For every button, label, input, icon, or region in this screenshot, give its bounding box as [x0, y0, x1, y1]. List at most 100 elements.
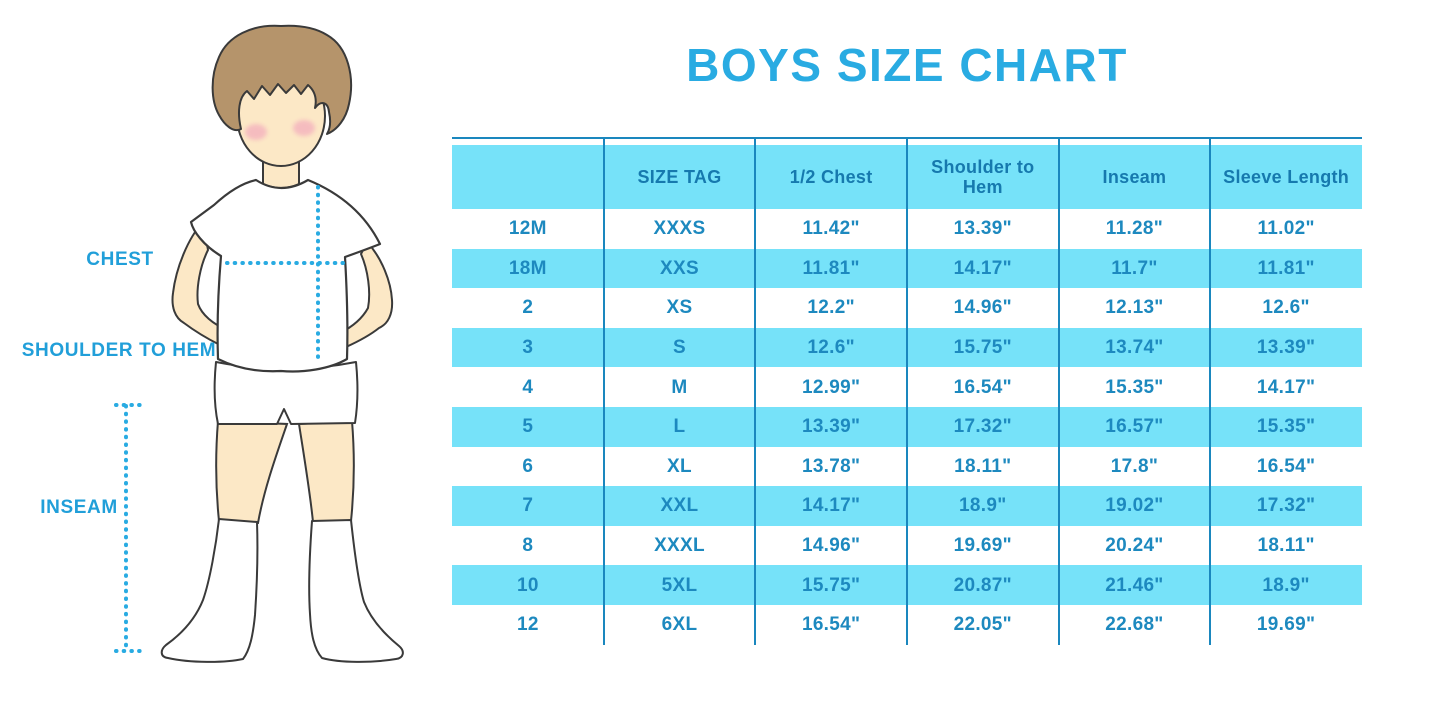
table-cell: XL [667, 455, 692, 477]
table-cell: 18.9" [959, 495, 1007, 517]
table-cell: 7 [522, 495, 534, 517]
column-divider [1209, 137, 1211, 645]
table-cell: 17.8" [1110, 455, 1159, 477]
shoulder-to-hem-label: SHOULDER TO HEM [21, 340, 217, 361]
column-header-inseam: Inseam [1102, 166, 1167, 187]
table-cell: 2 [522, 297, 534, 319]
table-cell: 16.54" [1256, 455, 1316, 477]
table-cell: 14.17" [801, 495, 861, 517]
table-cell: 18.11" [1257, 534, 1315, 556]
boy-figure-illustration [114, 24, 404, 663]
table-cell: 18M [508, 257, 547, 279]
table-cell: 15.35" [1105, 376, 1164, 398]
table-cell: 16.54" [953, 376, 1012, 398]
column-header-half-chest: 1/2 Chest [789, 166, 873, 187]
table-cell: 16.57" [1105, 416, 1164, 438]
size-chart-table: SIZE TAG 1/2 Chest Shoulder to Hem Insea… [452, 137, 1362, 645]
table-cell: 11.81" [802, 257, 860, 279]
table-cell: 12M [508, 218, 547, 240]
boy-left-arm [171, 221, 228, 346]
table-cell: XXXL [654, 534, 705, 556]
table-cell: 19.69" [953, 534, 1012, 556]
table-cell: 15.75" [801, 574, 861, 596]
table-cell: S [672, 336, 686, 358]
table-cell: 16.54" [801, 614, 861, 636]
table-cell: 12.13" [1105, 297, 1164, 319]
column-divider [754, 137, 756, 645]
table-cell: 6XL [661, 614, 698, 636]
column-header-shoulder-hem: Shoulder to Hem [931, 156, 1035, 197]
page-title: BOYS SIZE CHART [686, 39, 1128, 91]
table-cell: 12.6" [1262, 297, 1310, 319]
boy-right-arm [339, 241, 394, 348]
column-divider [603, 137, 605, 645]
table-cell: 6 [522, 455, 534, 477]
table-cell: 11.42" [802, 218, 860, 240]
table-cell: 13.39" [801, 416, 861, 438]
table-cell: 13.74" [1105, 336, 1164, 358]
column-divider [906, 137, 908, 645]
table-row: 2 XS 12.2" 14.96" 12.13" 12.6" [452, 288, 1362, 328]
boy-blush-right [293, 120, 315, 136]
table-cell: 11.28" [1105, 218, 1164, 240]
table-cell: 10 [516, 574, 539, 596]
table-cell: 13.39" [1256, 336, 1316, 358]
boy-left-sock [160, 518, 259, 663]
table-cell: 14.17" [953, 257, 1012, 279]
table-cell: 12.6" [807, 336, 855, 358]
table-cell: 20.87" [953, 574, 1012, 596]
boy-blush-left [245, 124, 267, 140]
table-cell: 5 [522, 416, 534, 438]
table-cell: 22.68" [1105, 614, 1164, 636]
inseam-label: INSEAM [40, 497, 118, 518]
table-cell: 15.75" [953, 336, 1012, 358]
table-cell: XXS [660, 257, 699, 279]
table-row: 12 6XL 16.54" 22.05" 22.68" 19.69" [452, 605, 1362, 645]
table-cell: 11.02" [1257, 218, 1315, 240]
table-cell: 19.69" [1256, 614, 1316, 636]
table-cell: 14.96" [953, 297, 1012, 319]
column-header-blank [452, 145, 604, 209]
table-cell: 14.96" [801, 534, 861, 556]
table-cell: 4 [522, 376, 534, 398]
table-cell: 8 [522, 534, 534, 556]
table-cell: 14.17" [1256, 376, 1316, 398]
table-row: 12M XXXS 11.42" 13.39" 11.28" 11.02" [452, 209, 1362, 249]
table-cell: 13.39" [953, 218, 1012, 240]
table-cell: 18.9" [1262, 574, 1310, 596]
table-cell: 19.02" [1105, 495, 1164, 517]
boy-right-leg [297, 419, 355, 524]
table-cell: 5XL [661, 574, 698, 596]
table-cell: 12.2" [807, 297, 855, 319]
table-cell: XXXS [653, 218, 706, 240]
boy-right-sock [308, 519, 404, 663]
column-header-sleeve-length: Sleeve Length [1223, 166, 1350, 187]
table-row: 6 XL 13.78" 18.11" 17.8" 16.54" [452, 447, 1362, 487]
boy-left-leg [215, 419, 289, 525]
column-header-size-tag: SIZE TAG [637, 166, 722, 187]
table-cell: 12 [516, 614, 539, 636]
table-cell: 13.78" [801, 455, 861, 477]
chest-label: CHEST [86, 249, 154, 270]
table-cell: 11.81" [1257, 257, 1315, 279]
table-cell: M [671, 376, 688, 398]
boy-tshirt [189, 178, 382, 373]
table-cell: 3 [522, 336, 534, 358]
table-cell: 11.7" [1111, 257, 1158, 279]
table-cell: 17.32" [953, 416, 1012, 438]
table-cell: XXL [660, 495, 699, 517]
column-divider [1058, 137, 1060, 645]
table-cell: 12.99" [801, 376, 861, 398]
boy-hair [211, 24, 353, 135]
table-cell: 17.32" [1256, 495, 1316, 517]
table-cell: XS [666, 297, 693, 319]
table-row: 4 M 12.99" 16.54" 15.35" 14.17" [452, 367, 1362, 407]
table-cell: 21.46" [1105, 574, 1164, 596]
table-cell: L [673, 416, 686, 438]
table-cell: 20.24" [1105, 534, 1164, 556]
table-row: 8 XXXL 14.96" 19.69" 20.24" 18.11" [452, 526, 1362, 566]
table-cell: 18.11" [954, 455, 1012, 477]
table-cell: 15.35" [1256, 416, 1316, 438]
table-cell: 22.05" [953, 614, 1012, 636]
